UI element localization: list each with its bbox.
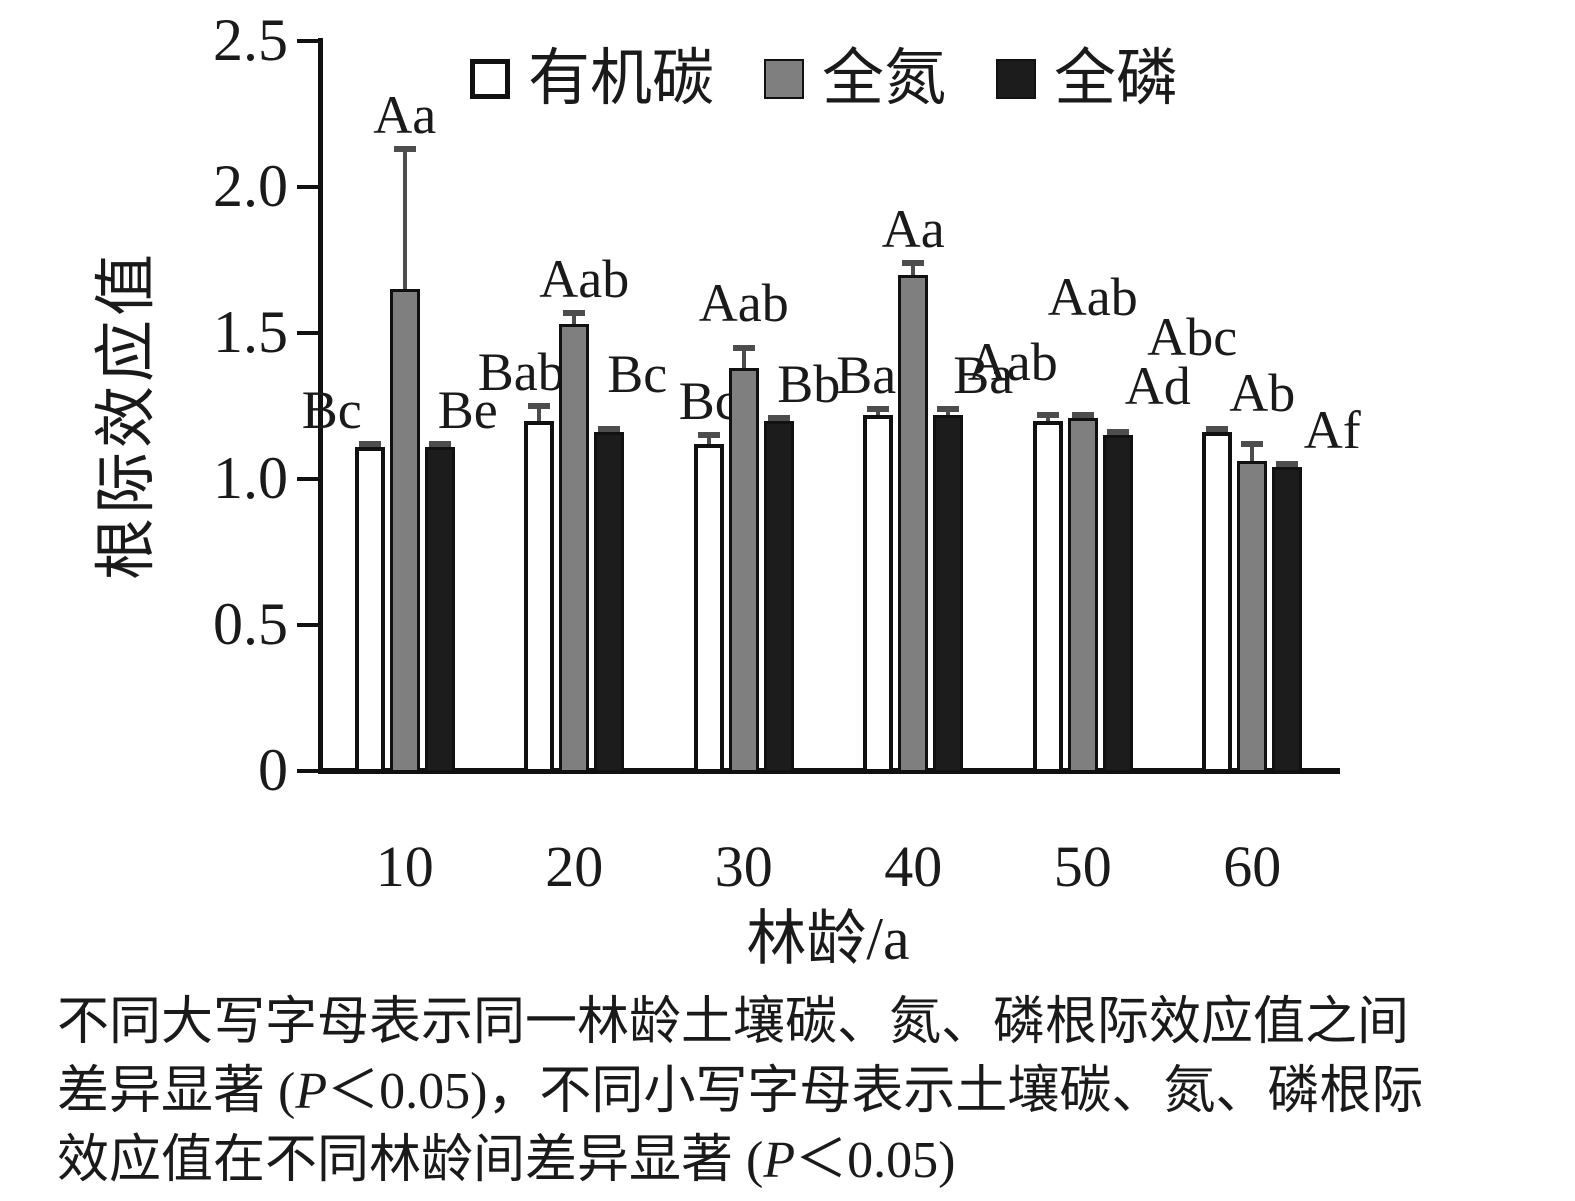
error-bar-cap xyxy=(528,403,551,409)
error-bar-stem xyxy=(402,149,407,290)
significance-letter: Af xyxy=(1303,400,1361,461)
y-tick-mark xyxy=(297,623,318,627)
legend-label: 全磷 xyxy=(1054,45,1179,113)
bar-有机碳-50 xyxy=(1032,420,1063,773)
x-axis-line xyxy=(318,768,1340,774)
error-bar-stem xyxy=(1250,443,1255,462)
bar-全磷-10 xyxy=(424,446,455,773)
significance-letter: Bb xyxy=(777,353,841,414)
significance-letter: Bc xyxy=(607,344,668,405)
error-bar-cap xyxy=(358,440,381,447)
error-bar-stem xyxy=(911,262,916,275)
bar-全氮-30 xyxy=(728,368,759,773)
error-bar-cap xyxy=(1206,426,1229,433)
significance-letter: Aab xyxy=(698,272,789,333)
error-bar-cap xyxy=(428,440,451,447)
significance-letter: Ba xyxy=(836,344,897,405)
error-bar-cap xyxy=(867,405,890,412)
x-tick-label: 40 xyxy=(884,834,943,899)
bar-全氮-20 xyxy=(559,324,590,773)
caption-line: 差异显著 (P＜0.05)，不同小写字母表示土壤碳、氮、磷根际 xyxy=(57,1063,1424,1120)
significance-letter: Ab xyxy=(1229,362,1296,423)
y-tick-mark xyxy=(297,185,318,189)
y-tick-label: 0.5 xyxy=(213,591,288,657)
legend-label: 有机碳 xyxy=(528,45,715,113)
significance-letter: Bab xyxy=(477,342,565,402)
error-bar-cap xyxy=(1276,461,1299,468)
error-bar-cap xyxy=(393,146,416,153)
legend-label: 全氮 xyxy=(822,45,947,113)
bar-全氮-10 xyxy=(389,289,420,773)
significance-letter: Aab xyxy=(539,248,630,309)
y-tick-mark xyxy=(297,477,318,481)
bar-全磷-20 xyxy=(594,432,625,773)
caption-line: 效应值在不同林龄间差异显著 (P＜0.05) xyxy=(57,1132,956,1189)
error-bar-cap xyxy=(598,426,621,433)
error-bar-cap xyxy=(1241,440,1264,447)
y-tick-label: 1.5 xyxy=(213,299,288,365)
error-bar-cap xyxy=(1071,411,1094,418)
figure-caption: 不同大写字母表示同一林龄土壤碳、氮、磷根际效应值之间 差异显著 (P＜0.05)，… xyxy=(57,988,1537,1195)
error-bar-stem xyxy=(741,347,746,369)
y-tick-mark xyxy=(297,39,318,43)
significance-letter: Abc xyxy=(1147,307,1238,368)
bar-有机碳-30 xyxy=(693,443,724,773)
x-tick-label: 10 xyxy=(375,834,434,899)
bar-全氮-60 xyxy=(1237,461,1268,773)
legend-swatch-全磷 xyxy=(996,59,1037,99)
error-bar-cap xyxy=(563,309,586,316)
y-tick-label: 2.0 xyxy=(213,153,288,219)
error-bar-stem xyxy=(537,406,542,421)
error-bar-cap xyxy=(1106,429,1129,436)
error-bar-stem xyxy=(572,312,577,325)
error-bar-cap xyxy=(732,344,755,351)
x-tick-label: 20 xyxy=(545,834,604,899)
legend-item: 全磷 xyxy=(996,48,1178,110)
significance-letter: Ba xyxy=(953,344,1014,405)
x-tick-label: 50 xyxy=(1053,834,1112,899)
significance-letter: Ad xyxy=(1124,356,1191,417)
legend-item: 有机碳 xyxy=(470,48,714,110)
y-tick-mark xyxy=(297,331,318,335)
bar-全磷-60 xyxy=(1272,467,1303,773)
error-bar-cap xyxy=(767,414,790,421)
significance-letter: Aa xyxy=(881,198,945,259)
x-tick-label: 30 xyxy=(714,834,773,899)
legend-swatch-有机碳 xyxy=(470,59,510,99)
significance-letter: Be xyxy=(437,379,498,440)
caption-line: 不同大写字母表示同一林龄土壤碳、氮、磷根际效应值之间 xyxy=(57,994,1410,1051)
legend-swatch-全氮 xyxy=(764,59,805,99)
x-tick-label: 60 xyxy=(1223,834,1282,899)
bar-全氮-50 xyxy=(1067,417,1098,773)
bar-有机碳-40 xyxy=(863,414,894,773)
y-tick-label: 1.0 xyxy=(213,445,288,511)
error-bar-cap xyxy=(937,405,960,412)
significance-letter: Bc xyxy=(301,379,362,440)
bar-有机碳-10 xyxy=(354,446,385,773)
y-axis-line xyxy=(318,38,323,773)
error-bar-stem xyxy=(706,435,711,444)
error-bar-cap xyxy=(902,259,925,266)
y-tick-label: 0 xyxy=(258,737,288,803)
bar-全磷-40 xyxy=(933,414,964,773)
significance-letter: Aa xyxy=(373,85,437,146)
error-bar-cap xyxy=(697,432,720,439)
bar-全磷-50 xyxy=(1102,435,1133,773)
bar-全氮-40 xyxy=(898,274,929,773)
bar-有机碳-60 xyxy=(1202,432,1233,773)
legend: 有机碳 全氮 全磷 xyxy=(470,48,1228,110)
significance-letter: Aab xyxy=(1047,266,1138,327)
bar-全磷-30 xyxy=(763,420,794,773)
y-axis-title: 根际效应值 xyxy=(93,249,161,581)
bar-有机碳-20 xyxy=(524,420,555,773)
y-tick-mark xyxy=(297,769,318,773)
legend-item: 全氮 xyxy=(764,48,946,110)
y-tick-label: 2.5 xyxy=(213,7,288,73)
error-bar-cap xyxy=(1036,411,1059,418)
significance-letter: Aab xyxy=(967,331,1058,392)
x-axis-title: 林龄/a xyxy=(746,906,910,972)
